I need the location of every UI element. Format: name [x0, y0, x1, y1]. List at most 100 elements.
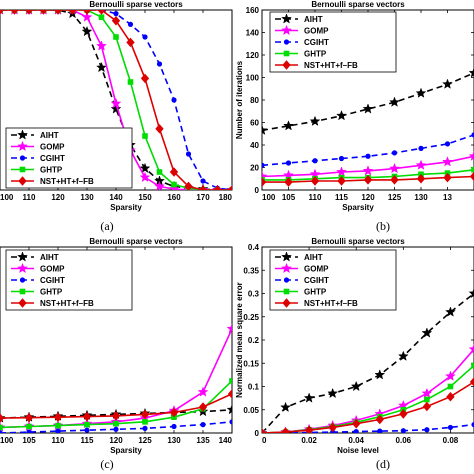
chart-title: Bernoulli sparse vectors [311, 0, 405, 9]
data-point [197, 386, 209, 397]
data-point [262, 162, 265, 168]
data-point [229, 419, 232, 425]
legend-entry: NST+HT+f–FB [304, 61, 358, 70]
data-point [142, 419, 148, 425]
data-point [469, 171, 474, 182]
legend: AIHT GOMP CGIHT GHTP NST+HT+f–FB [5, 127, 133, 189]
y-tick-label: 0.4 [248, 243, 260, 252]
data-point [142, 34, 148, 40]
legend-entry: GOMP [40, 265, 65, 274]
data-point [421, 327, 433, 338]
data-point [127, 79, 134, 85]
panel-caption: (a) [100, 219, 113, 233]
data-point [397, 350, 409, 361]
series-line [262, 423, 474, 433]
legend-entry: AIHT [40, 131, 59, 140]
data-point [113, 426, 119, 432]
data-point [26, 423, 32, 430]
x-tick-label: 120 [109, 436, 123, 445]
data-point [98, 14, 105, 20]
legend-entry: AIHT [304, 15, 323, 24]
legend-marker [281, 24, 292, 36]
legend-entry: NST+HT+f–FB [40, 299, 94, 308]
data-point [0, 430, 3, 433]
data-point [26, 429, 32, 433]
series-line [262, 134, 474, 167]
x-axis-label: Sparsity [110, 203, 142, 212]
data-point [281, 427, 290, 433]
data-point [444, 141, 451, 147]
data-point [471, 166, 474, 173]
data-point [84, 421, 90, 428]
data-point [200, 422, 206, 428]
data-point [198, 402, 208, 412]
legend-entry: GOMP [304, 27, 329, 36]
y-tick-label: 60 [250, 119, 259, 128]
data-point [53, 10, 63, 15]
legend-marker [17, 251, 28, 262]
data-point [350, 380, 362, 392]
data-point [184, 181, 193, 190]
data-point [389, 162, 400, 174]
data-point [374, 369, 386, 380]
data-point [337, 176, 346, 186]
x-tick-label: 0.02 [301, 436, 317, 445]
legend-entry: GHTP [304, 50, 327, 59]
data-point [0, 424, 3, 431]
data-point [468, 343, 474, 354]
data-point [154, 180, 165, 190]
legend-marker [283, 50, 290, 57]
x-tick-label: 130 [414, 193, 428, 202]
y-tick-label: 0 [255, 186, 260, 195]
data-point [81, 25, 93, 37]
x-tick-label: 110 [52, 436, 65, 445]
data-point [127, 21, 134, 27]
legend-marker [281, 13, 292, 24]
legend-marker [282, 60, 291, 70]
data-point [185, 151, 192, 157]
data-point [140, 409, 150, 420]
data-point [471, 422, 474, 428]
legend-marker [19, 288, 26, 295]
data-point [140, 73, 150, 84]
x-tick-label: 0.08 [443, 436, 459, 445]
data-point [377, 428, 383, 433]
data-point [126, 37, 135, 48]
legend-marker [18, 176, 27, 186]
data-point [469, 377, 474, 387]
data-point [156, 61, 163, 67]
data-point [338, 155, 345, 162]
x-tick-label: 105 [282, 193, 296, 202]
legend-entry: AIHT [40, 253, 59, 262]
data-point [421, 387, 433, 399]
data-point [81, 11, 93, 22]
data-point [110, 97, 122, 109]
data-point [227, 185, 232, 190]
data-point [336, 166, 347, 177]
data-point [362, 103, 374, 114]
x-tick-label: 115 [335, 193, 348, 202]
data-point [171, 181, 177, 188]
data-point [304, 425, 314, 433]
data-point [424, 396, 430, 403]
legend-entry: CGIHT [40, 154, 65, 163]
data-point [445, 370, 456, 381]
data-point [198, 185, 208, 190]
x-axis-label: Sparsity [110, 446, 142, 455]
y-tick-label: 0.15 [243, 359, 259, 368]
legend-entry: CGIHT [304, 38, 329, 47]
data-point [156, 169, 163, 175]
y-tick-label: 0 [255, 429, 260, 438]
data-point [280, 401, 291, 413]
data-point [362, 165, 374, 176]
data-point [399, 409, 408, 419]
data-point [113, 34, 119, 40]
x-tick-label: 0 [262, 436, 267, 445]
legend-entry: GOMP [304, 265, 329, 274]
data-point [139, 162, 151, 174]
y-tick-label: 0.35 [243, 266, 259, 275]
y-tick-label: 160 [246, 6, 260, 15]
x-axis-label: Sparsity [342, 203, 374, 212]
x-axis-label: Noise level [337, 446, 379, 455]
x-tick-label: 100 [262, 193, 276, 202]
